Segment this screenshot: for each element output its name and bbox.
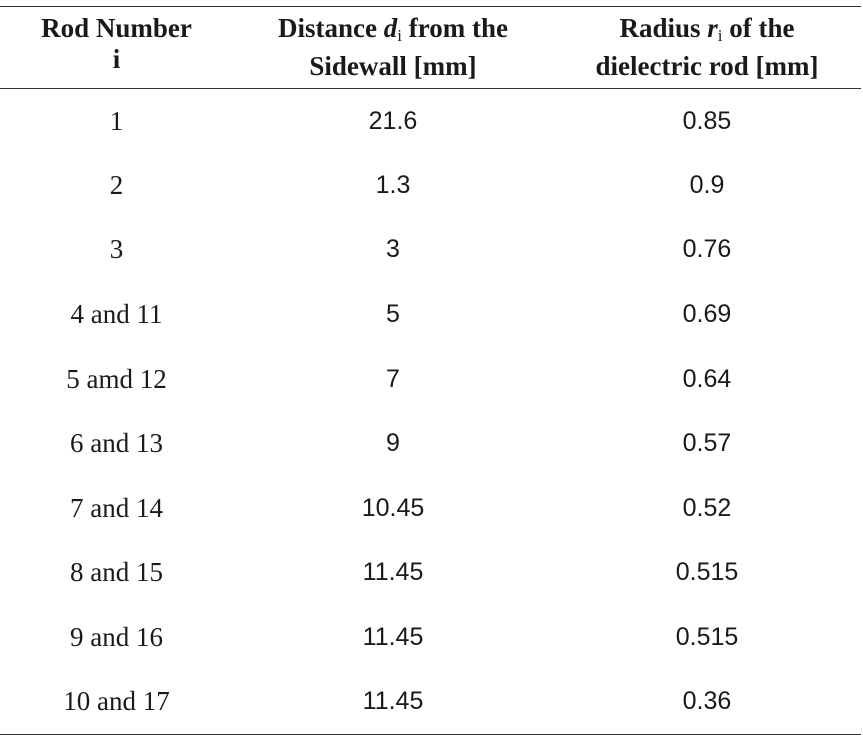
cell-rod: 7 and 14 <box>70 492 163 523</box>
header-radius-sub: i <box>717 26 723 45</box>
cell-radius: 0.515 <box>675 558 739 587</box>
rod-parameters-table: Rod Number i Distance di from the Sidewa… <box>0 6 861 735</box>
cell-radius: 0.515 <box>675 623 739 652</box>
table-row: 5 amd 12 7 0.64 <box>0 347 861 412</box>
table-row: 7 and 14 10.45 0.52 <box>0 476 861 541</box>
cell-rod: 3 <box>109 234 124 265</box>
header-distance: Distance di from the Sidewall [mm] <box>233 6 553 89</box>
header-radius: Radius ri of the dielectric rod [mm] <box>553 6 861 89</box>
header-radius-line2: dielectric rod [mm] <box>595 51 819 81</box>
cell-distance: 5 <box>386 300 400 329</box>
cell-rod: 2 <box>109 169 124 200</box>
cell-distance: 11.45 <box>362 623 424 652</box>
table-row: 10 and 17 11.45 0.36 <box>0 669 861 735</box>
cell-radius: 0.9 <box>689 170 725 199</box>
table-row: 8 and 15 11.45 0.515 <box>0 541 861 606</box>
header-distance-pre: Distance <box>278 13 384 43</box>
cell-distance: 10.45 <box>361 493 425 522</box>
header-radius-post: of the <box>722 13 795 43</box>
cell-rod: 1 <box>109 105 124 136</box>
header-distance-line1: Distance di from the <box>233 13 553 51</box>
cell-distance: 9 <box>386 429 400 458</box>
header-rod-number-line2: i <box>112 44 121 74</box>
cell-radius: 0.52 <box>682 493 732 522</box>
header-distance-sub: i <box>397 26 402 45</box>
header-radius-var: r <box>707 13 718 43</box>
header-radius-line1: Radius ri of the <box>553 13 861 51</box>
cell-radius: 0.36 <box>553 669 861 735</box>
header-distance-line2: Sidewall [mm] <box>309 51 477 81</box>
cell-rod: 6 and 13 <box>70 428 163 459</box>
cell-radius: 0.76 <box>682 235 732 264</box>
cell-rod: 4 and 11 <box>70 299 163 330</box>
cell-rod: 10 and 17 <box>0 669 233 735</box>
header-radius-pre: Radius <box>619 13 708 43</box>
cell-distance: 7 <box>386 364 400 393</box>
cell-rod: 8 and 15 <box>70 557 163 588</box>
cell-distance: 1.3 <box>375 170 411 199</box>
cell-radius: 0.85 <box>682 106 732 135</box>
cell-distance: 3 <box>386 235 400 264</box>
cell-distance: 11.45 <box>233 669 553 735</box>
cell-radius: 0.69 <box>682 300 732 329</box>
table-row: 9 and 16 11.45 0.515 <box>0 605 861 670</box>
cell-rod: 9 and 16 <box>70 622 163 653</box>
table-row: 1 21.6 0.85 <box>0 89 861 154</box>
header-rod-number-line1: Rod Number <box>41 13 192 43</box>
table-row: 2 1.3 0.9 <box>0 153 861 218</box>
table-row: 4 and 11 5 0.69 <box>0 282 861 347</box>
cell-distance: 11.45 <box>362 558 424 587</box>
table-row: 6 and 13 9 0.57 <box>0 411 861 476</box>
header-distance-var: d <box>383 13 398 43</box>
cell-radius: 0.57 <box>682 429 732 458</box>
cell-rod: 5 amd 12 <box>66 363 167 394</box>
header-rod-number: Rod Number i <box>0 6 233 89</box>
header-row: Rod Number i Distance di from the Sidewa… <box>0 6 861 89</box>
cell-radius: 0.64 <box>682 364 732 393</box>
table-row: 3 3 0.76 <box>0 218 861 283</box>
cell-distance: 21.6 <box>368 106 418 135</box>
header-distance-post: from the <box>401 13 508 43</box>
